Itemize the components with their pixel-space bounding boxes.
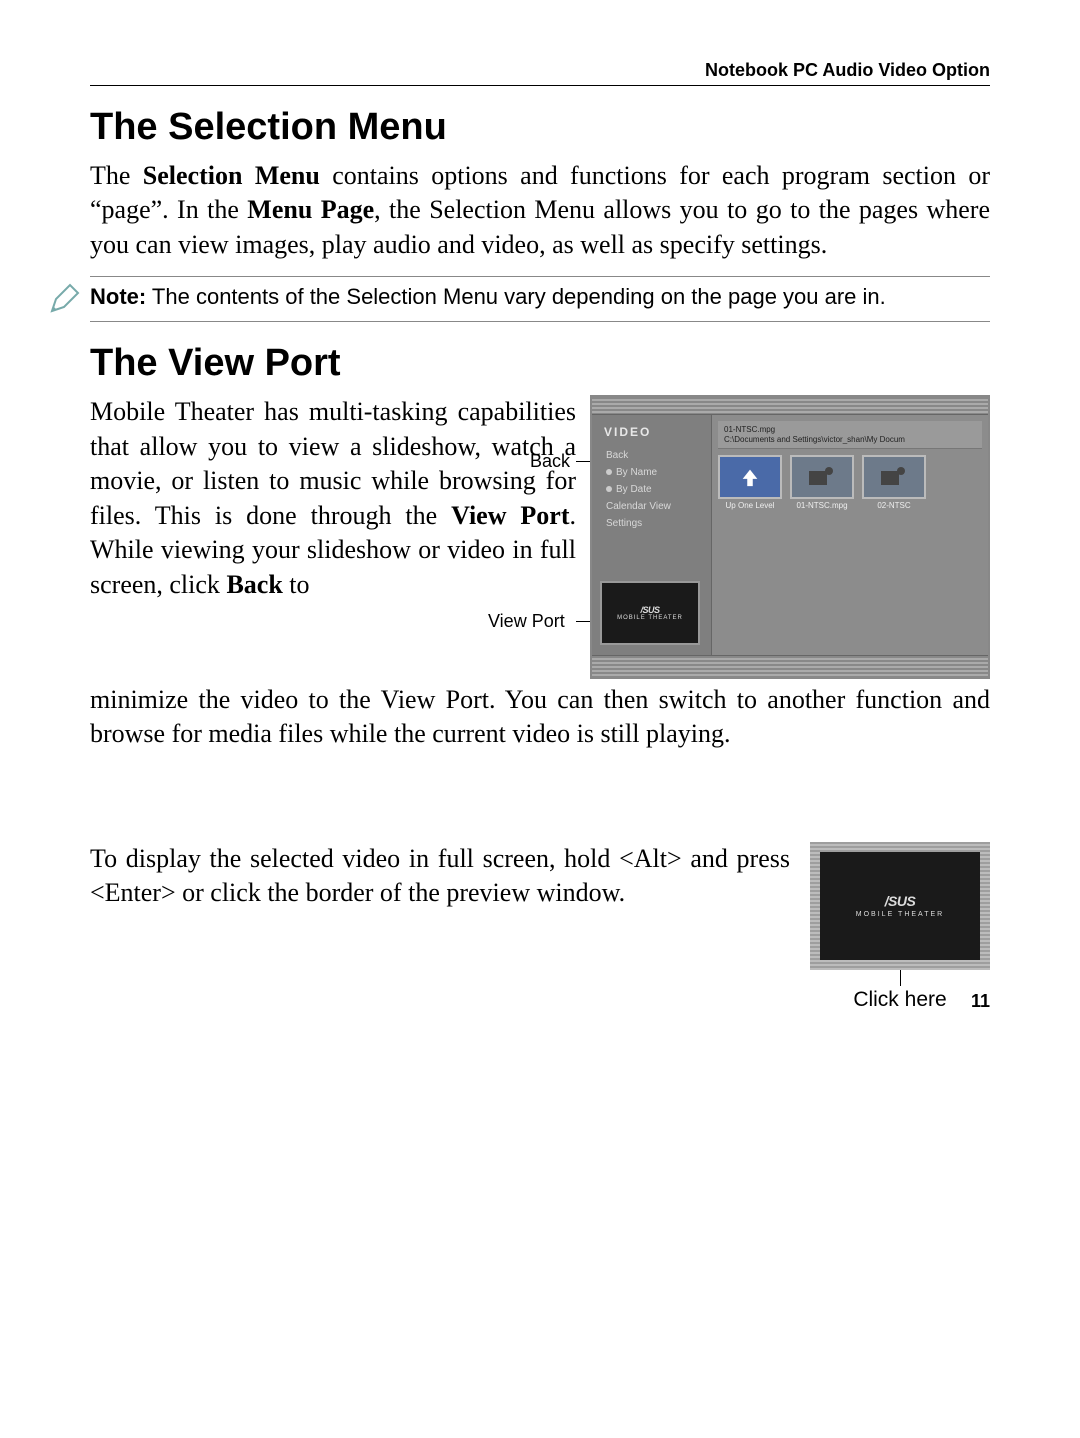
screenshot-main-area: 01-NTSC.mpg C:\Documents and Settings\vi… (712, 415, 988, 655)
sidebar-item-by-name[interactable]: By Name (592, 464, 711, 481)
screenshot-titlebar (592, 397, 988, 415)
folder-up-icon (718, 455, 782, 499)
thumb-label: 02-NTSC (862, 501, 926, 510)
bold-back: Back (226, 570, 282, 599)
callout-click-here: Click here (810, 988, 990, 1012)
pencil-icon (48, 283, 80, 315)
text-part: to (283, 570, 310, 599)
page: Notebook PC Audio Video Option The Selec… (0, 0, 1080, 1052)
current-file: 01-NTSC.mpg (724, 425, 976, 435)
thumb-label: 01-NTSC.mpg (790, 501, 854, 510)
thumb-video-2[interactable]: 02-NTSC (862, 455, 926, 510)
bold-menu-page: Menu Page (247, 195, 374, 224)
screenshot-main: VIDEO Back By Name By Date Calendar View… (590, 395, 990, 679)
note-text: Note: The contents of the Selection Menu… (90, 283, 990, 311)
screenshot-body: VIDEO Back By Name By Date Calendar View… (592, 415, 988, 655)
bottom-block: /SUS MOBILE THEATER Click here To displa… (90, 842, 990, 1012)
callout-viewport: View Port (488, 611, 565, 632)
page-number: 11 (971, 991, 990, 1012)
path-area: 01-NTSC.mpg C:\Documents and Settings\vi… (718, 421, 982, 449)
text: By Name (616, 467, 657, 478)
callout-tick (900, 970, 901, 986)
viewport-row: Mobile Theater has multi-tasking capabil… (90, 395, 990, 679)
bold-view-port: View Port (451, 501, 569, 530)
note-row: Note: The contents of the Selection Menu… (90, 276, 990, 322)
bullet-icon (606, 469, 612, 475)
sidebar-item-settings[interactable]: Settings (592, 515, 711, 532)
thumb-label: Up One Level (718, 501, 782, 510)
bullet-icon (606, 486, 612, 492)
viewport-paragraph-1-cont: minimize the video to the View Port. You… (90, 683, 990, 752)
sidebar-viewport-preview[interactable]: /SUS MOBILE THEATER (600, 581, 700, 645)
viewport-paragraph-1: Mobile Theater has multi-tasking capabil… (90, 395, 576, 602)
heading-view-port: The View Port (90, 342, 990, 385)
text: Calendar View (606, 501, 671, 512)
video-thumb-icon (862, 455, 926, 499)
text: Settings (606, 518, 642, 529)
heading-selection-menu: The Selection Menu (90, 106, 990, 149)
sidebar-item-by-date[interactable]: By Date (592, 481, 711, 498)
sidebar-item-calendar[interactable]: Calendar View (592, 498, 711, 515)
sidebar-title: VIDEO (592, 415, 711, 447)
header-rule: Notebook PC Audio Video Option (90, 60, 990, 86)
current-path: C:\Documents and Settings\victor_shan\My… (724, 435, 976, 445)
callout-back: Back (530, 451, 570, 472)
thumb-video-1[interactable]: 01-NTSC.mpg (790, 455, 854, 510)
header-title: Notebook PC Audio Video Option (90, 60, 990, 81)
text: By Date (616, 484, 652, 495)
text: Back (606, 450, 628, 461)
note-body: The contents of the Selection Menu vary … (146, 284, 886, 309)
preview-wrap: /SUS MOBILE THEATER Click here (810, 842, 990, 1012)
logo-subtext: MOBILE THEATER (856, 911, 944, 918)
screenshot-sidebar: VIDEO Back By Name By Date Calendar View… (592, 415, 712, 655)
thumb-up-level[interactable]: Up One Level (718, 455, 782, 510)
logo-subtext: MOBILE THEATER (617, 615, 683, 621)
video-thumb-icon (790, 455, 854, 499)
screenshot-wrap: Back View Port VIDEO Back By Name By Dat… (590, 395, 990, 679)
selection-menu-paragraph: The Selection Menu contains options and … (90, 159, 990, 262)
preview-window[interactable]: /SUS MOBILE THEATER (810, 842, 990, 970)
asus-logo: /SUS (885, 893, 916, 909)
note-label: Note: (90, 284, 146, 309)
screenshot-bottombar (592, 655, 988, 677)
bold-selection-menu: Selection Menu (143, 161, 320, 190)
sidebar-item-back[interactable]: Back (592, 447, 711, 464)
text-part: The (90, 161, 143, 190)
asus-logo: /SUS (640, 605, 659, 615)
thumbnail-row: Up One Level 01-NTSC.mpg (718, 455, 982, 510)
